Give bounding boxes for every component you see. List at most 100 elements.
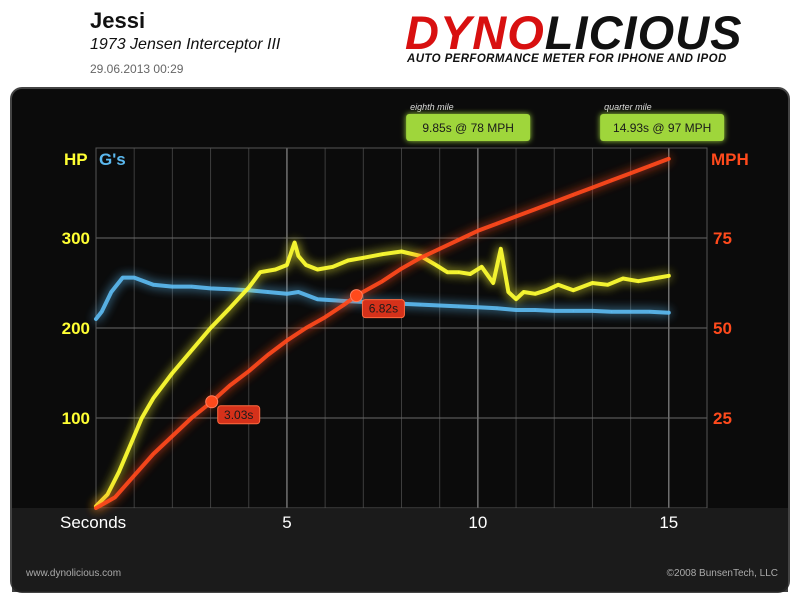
data-point-mph (591, 186, 594, 189)
data-point-hp (457, 271, 460, 274)
data-point-hp (637, 280, 640, 283)
data-point-gs (343, 300, 346, 302)
data-point-hp (247, 286, 250, 289)
left-tick-label: 300 (62, 229, 90, 248)
logo-part-dyno: DYNO (405, 6, 545, 59)
data-point-hp (515, 298, 517, 301)
time-marker-dot (205, 395, 219, 409)
distance-marker-title: quarter mile (604, 102, 652, 112)
data-point-gs (534, 309, 536, 311)
data-point-hp (362, 257, 365, 259)
footer-website: www.dynolicious.com (26, 568, 122, 579)
data-point-hp (118, 471, 120, 473)
brand-logo: DYNOLICIOUS (405, 8, 742, 58)
series-line-hp (94, 240, 671, 509)
data-point-mph (400, 267, 403, 270)
data-point-mph (247, 370, 250, 373)
data-point-gs (572, 310, 575, 312)
data-point-gs (496, 307, 498, 310)
data-point-hp (381, 253, 384, 255)
data-point-hp (297, 255, 300, 257)
data-point-mph (133, 474, 135, 477)
data-point-mph (534, 208, 536, 210)
distance-marker-label: 9.85s @ 78 MPH (422, 121, 514, 135)
data-point-hp (305, 264, 307, 266)
data-point-hp (400, 250, 403, 253)
data-point-mph (152, 453, 155, 455)
x-axis-title: Seconds (60, 513, 126, 532)
left-tick-label: 200 (62, 319, 90, 338)
data-point-mph (515, 215, 517, 218)
data-point-gs (133, 276, 135, 279)
data-point-mph (171, 435, 174, 437)
data-point-gs (419, 303, 422, 306)
run-datetime: 29.06.2013 00:29 (90, 62, 184, 76)
left-tick-label: 100 (62, 409, 90, 428)
data-point-hp (171, 372, 174, 374)
data-point-gs (286, 293, 288, 295)
data-point-mph (477, 230, 479, 232)
distance-marker-label: 14.93s @ 97 MPH (613, 121, 711, 135)
data-point-gs (152, 284, 155, 286)
data-point-mph (267, 354, 269, 356)
right-axis-title: MPH (711, 150, 749, 169)
data-point-hp (152, 397, 155, 400)
data-point-hp (331, 266, 334, 268)
data-point-hp (606, 284, 609, 286)
data-point-hp (622, 277, 624, 280)
data-point-hp (507, 291, 510, 293)
data-point-mph (648, 165, 651, 167)
data-point-gs (477, 306, 479, 309)
series-line-mph (94, 156, 671, 510)
data-point-gs (591, 310, 594, 312)
data-point-mph (114, 496, 116, 499)
left-axis-title-hp: HP (64, 150, 88, 169)
data-point-hp (469, 273, 472, 275)
data-point-gs (553, 310, 556, 312)
data-point-gs (610, 311, 613, 313)
logo-part-licious: LICIOUS (544, 6, 743, 59)
data-point-hp (591, 282, 594, 284)
data-point-hp (492, 282, 494, 284)
time-marker-dot (349, 289, 363, 303)
data-point-gs (438, 304, 441, 307)
distance-marker-badge (406, 114, 531, 141)
data-point-hp (534, 293, 536, 295)
right-tick-label: 75 (713, 229, 732, 248)
data-point-hp (286, 264, 288, 266)
data-point-mph (286, 339, 288, 342)
driver-name: Jessi (90, 8, 146, 33)
data-point-mph (95, 507, 97, 509)
data-point-gs (316, 298, 319, 301)
x-tick-label: 10 (468, 513, 487, 532)
data-point-mph (419, 257, 422, 259)
data-point-hp (435, 264, 437, 266)
data-point-hp (545, 289, 548, 292)
data-point-gs (95, 318, 97, 320)
data-point-mph (629, 172, 632, 174)
data-point-gs (171, 285, 174, 288)
data-point-hp (259, 271, 262, 274)
data-point-mph (610, 179, 613, 182)
data-point-hp (446, 271, 449, 274)
data-point-gs (209, 287, 212, 290)
data-point-gs (228, 288, 231, 291)
data-point-gs (515, 309, 517, 311)
data-point-mph (668, 158, 670, 160)
data-point-gs (110, 291, 113, 293)
footer-copyright: ©2008 BunsenTech, LLC (666, 568, 778, 579)
data-point-mph (438, 248, 441, 250)
data-point-hp (316, 268, 319, 271)
x-tick-label: 5 (282, 513, 291, 532)
data-point-mph (553, 201, 556, 203)
data-point-hp (293, 241, 296, 244)
data-point-mph (496, 222, 498, 225)
x-tick-label: 15 (659, 513, 678, 532)
data-point-gs (648, 311, 651, 313)
time-marker-badge (217, 405, 261, 425)
data-point-hp (190, 349, 193, 352)
data-point-gs (457, 305, 460, 308)
time-marker-label: 3.03s (224, 408, 253, 422)
data-point-mph (305, 327, 307, 329)
